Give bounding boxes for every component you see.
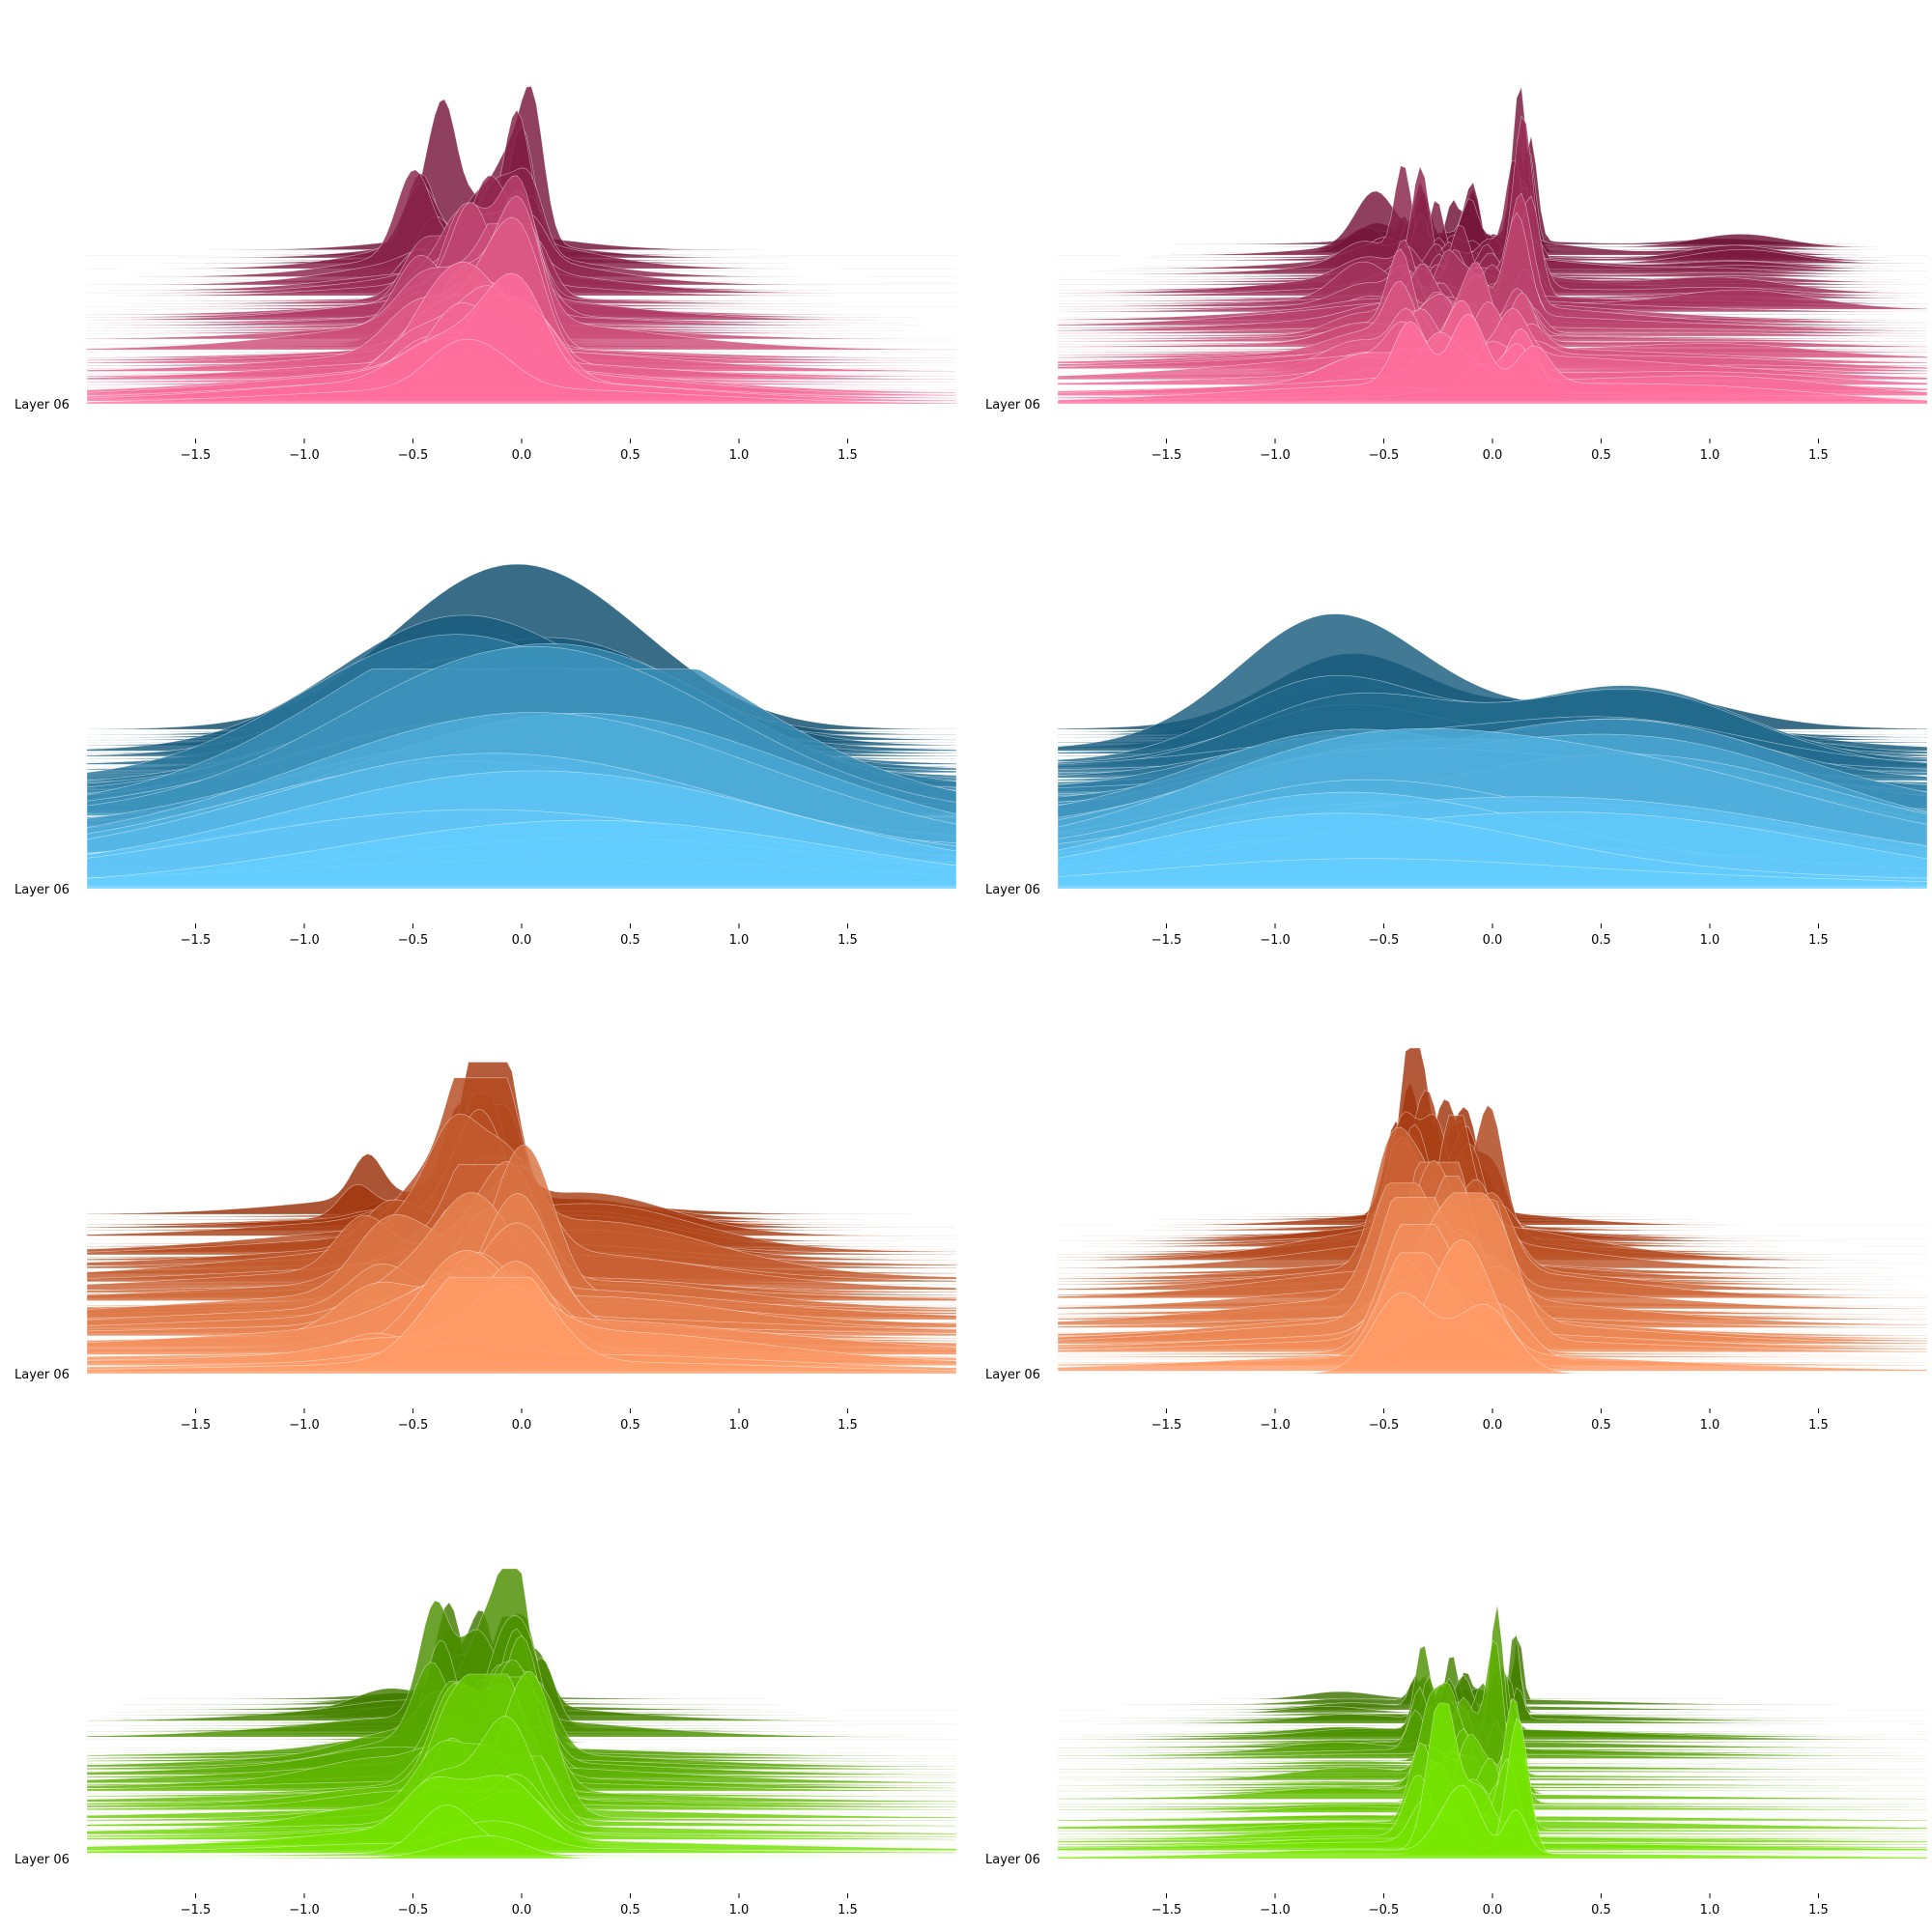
ridgeline-panel-5: Layer 06 −1.5 −1.0 −0.5 0.0 0.5 1.0 1.5 xyxy=(14,1062,957,1433)
x-tick-label: 1.5 xyxy=(1808,1903,1829,1918)
x-tick-label: 1.5 xyxy=(838,1418,858,1433)
x-tick-label: −1.5 xyxy=(181,1903,212,1918)
ridgeline-panel-1: Layer 06 −1.5 −1.0 −0.5 0.0 0.5 1.0 1.5 xyxy=(14,86,957,463)
ridge xyxy=(86,1775,957,1851)
x-tick-label: 1.0 xyxy=(1700,1903,1720,1918)
x-tick-label: −0.5 xyxy=(398,448,429,463)
x-tick-label: 0.0 xyxy=(512,1903,532,1918)
x-tick-label: 0.5 xyxy=(620,448,640,463)
layer-label: Layer 06 xyxy=(14,398,70,412)
x-tick-label: −0.5 xyxy=(1369,933,1400,948)
ridge xyxy=(86,1276,957,1375)
layer-label: Layer 06 xyxy=(14,1368,70,1382)
x-tick-label: 1.5 xyxy=(838,933,858,948)
x-tick-label: −1.5 xyxy=(181,1418,212,1433)
x-tick-label: −1.0 xyxy=(289,933,320,948)
ridgeline-panel-6: Layer 06 −1.5 −1.0 −0.5 0.0 0.5 1.0 1.5 xyxy=(985,1047,1928,1433)
layer-label: Layer 06 xyxy=(14,883,70,897)
ridge xyxy=(1057,313,1928,405)
x-tick-label: 0.0 xyxy=(1483,1903,1503,1918)
ridge xyxy=(1057,86,1928,256)
x-tick-label: 1.5 xyxy=(1808,1418,1829,1433)
x-tick-label: 1.0 xyxy=(729,1903,750,1918)
x-tick-label: −1.0 xyxy=(1260,1418,1291,1433)
ridgeline-panel-4: Layer 06 −1.5 −1.0 −0.5 0.0 0.5 1.0 1.5 xyxy=(985,613,1928,948)
layer-label: Layer 06 xyxy=(985,883,1040,897)
x-tick-label: 0.0 xyxy=(1483,1418,1503,1433)
x-tick-label: 0.0 xyxy=(512,933,532,948)
x-tick-label: 0.0 xyxy=(512,448,532,463)
x-tick-label: −0.5 xyxy=(1369,1903,1400,1918)
x-tick-label: −1.5 xyxy=(1151,448,1182,463)
x-tick-label: 0.5 xyxy=(1591,933,1611,948)
x-tick-label: −1.0 xyxy=(1260,933,1291,948)
x-tick-label: 1.0 xyxy=(729,933,750,948)
x-tick-label: 1.0 xyxy=(729,1418,750,1433)
x-tick-label: −1.0 xyxy=(1260,448,1291,463)
x-tick-label: −1.5 xyxy=(1151,1418,1182,1433)
x-tick-label: 0.5 xyxy=(620,1903,640,1918)
x-tick-label: −1.0 xyxy=(289,448,320,463)
ridgeline-panel-8: Layer 06 −1.5 −1.0 −0.5 0.0 0.5 1.0 1.5 xyxy=(985,1605,1928,1918)
layer-label: Layer 06 xyxy=(985,1368,1040,1382)
x-tick-label: 0.5 xyxy=(620,933,640,948)
x-tick-label: 0.0 xyxy=(1483,448,1503,463)
ridge xyxy=(1057,858,1928,890)
x-tick-label: −1.0 xyxy=(289,1418,320,1433)
x-tick-label: 0.5 xyxy=(1591,1418,1611,1433)
x-tick-label: −0.5 xyxy=(398,933,429,948)
x-tick-label: −0.5 xyxy=(398,1903,429,1918)
x-tick-label: 0.0 xyxy=(512,1418,532,1433)
x-tick-label: −0.5 xyxy=(1369,1418,1400,1433)
x-tick-label: 0.5 xyxy=(1591,1903,1611,1918)
ridge xyxy=(1057,1702,1928,1854)
ridge xyxy=(1058,135,1927,245)
layer-label: Layer 06 xyxy=(985,1853,1040,1867)
x-tick-label: 0.5 xyxy=(1591,448,1611,463)
x-tick-label: 1.0 xyxy=(1700,448,1720,463)
layer-label: Layer 06 xyxy=(985,398,1040,412)
x-tick-label: 1.5 xyxy=(1808,933,1829,948)
ridge xyxy=(1057,1238,1928,1372)
x-tick-label: 1.5 xyxy=(1808,448,1829,463)
ridge xyxy=(1057,1104,1928,1245)
x-tick-label: 1.5 xyxy=(838,1903,858,1918)
x-tick-label: −0.5 xyxy=(1369,448,1400,463)
ridge xyxy=(86,272,957,402)
ridge xyxy=(86,1820,957,1854)
x-tick-label: −1.0 xyxy=(289,1903,320,1918)
x-tick-label: 1.0 xyxy=(1700,933,1720,948)
x-tick-label: 1.5 xyxy=(838,448,858,463)
ridge xyxy=(1057,1762,1928,1840)
x-tick-label: 0.0 xyxy=(1483,933,1503,948)
x-tick-label: −1.0 xyxy=(1260,1903,1291,1918)
ridge xyxy=(86,338,957,405)
x-tick-label: 0.5 xyxy=(620,1418,640,1433)
x-tick-label: 1.0 xyxy=(729,448,750,463)
x-tick-label: −0.5 xyxy=(398,1418,429,1433)
ridge xyxy=(1057,141,1928,248)
ridge xyxy=(86,819,957,890)
ridgeline-panel-3: Layer 06 −1.5 −1.0 −0.5 0.0 0.5 1.0 1.5 xyxy=(14,563,957,948)
x-tick-label: −1.5 xyxy=(1151,933,1182,948)
layer-label: Layer 06 xyxy=(14,1853,70,1867)
ridgeline-panel-2: Layer 06 −1.5 −1.0 −0.5 0.0 0.5 1.0 1.5 xyxy=(985,86,1928,463)
ridge xyxy=(1057,1742,1928,1824)
ridge xyxy=(1058,1292,1927,1375)
ridge xyxy=(1057,1192,1928,1352)
x-tick-label: −1.5 xyxy=(181,448,212,463)
x-tick-label: −1.5 xyxy=(181,933,212,948)
ridge xyxy=(1057,1639,1928,1781)
ridge xyxy=(1057,1784,1928,1860)
ridgeline-panel-7: Layer 06 −1.5 −1.0 −0.5 0.0 0.5 1.0 1.5 xyxy=(14,1568,957,1918)
ridge xyxy=(86,1835,956,1860)
x-tick-label: −1.5 xyxy=(1151,1903,1182,1918)
x-tick-label: 1.0 xyxy=(1700,1418,1720,1433)
